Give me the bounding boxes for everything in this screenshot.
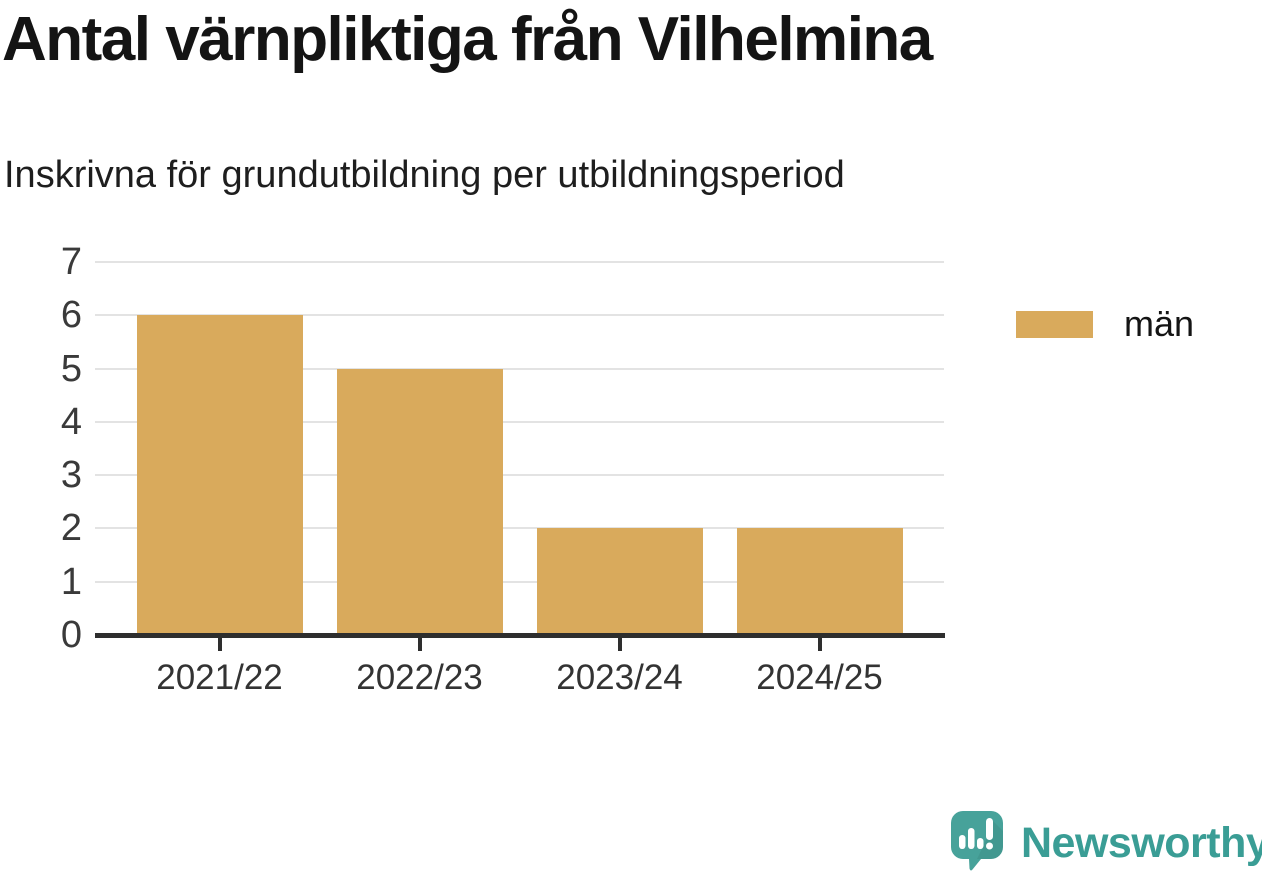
- bar-2021/22: [136, 315, 303, 635]
- gridline-6: [95, 314, 944, 317]
- y-tick-label-3: 3: [60, 454, 82, 497]
- legend: män: [1016, 303, 1194, 345]
- chart-subtitle: Inskrivna för grundutbildning per utbild…: [4, 154, 845, 196]
- x-tick-2024/25: [817, 638, 822, 651]
- y-tick-label-0: 0: [60, 614, 82, 656]
- gridline-5: [95, 367, 944, 370]
- y-tick-label-2: 2: [60, 507, 82, 550]
- bar-2024/25: [736, 528, 903, 635]
- gridline-2: [95, 527, 944, 530]
- x-tick-label-2024/25: 2024/25: [756, 658, 883, 697]
- brand-name: Newsworthy: [1021, 818, 1262, 867]
- y-tick-label-1: 1: [60, 560, 82, 603]
- bar-2022/23: [336, 368, 503, 635]
- chart-title: Antal värnpliktiga från Vilhelmina: [2, 5, 933, 74]
- bar-2023/24: [536, 528, 703, 635]
- x-tick-label-2021/22: 2021/22: [156, 658, 283, 697]
- x-tick-2023/24: [617, 638, 622, 651]
- gridline-3: [95, 474, 944, 477]
- y-tick-label-5: 5: [60, 347, 82, 390]
- y-tick-label-6: 6: [60, 294, 82, 337]
- gridline-4: [95, 420, 944, 423]
- x-tick-label-2023/24: 2023/24: [556, 658, 683, 697]
- gridline-7: [95, 261, 944, 263]
- legend-label-man: män: [1124, 303, 1195, 344]
- x-tick-2021/22: [217, 638, 222, 651]
- x-tick-label-2022/23: 2022/23: [356, 658, 483, 697]
- y-tick-label-4: 4: [60, 400, 82, 443]
- plot-area: [95, 261, 944, 635]
- gridline-1: [95, 580, 944, 583]
- x-tick-2022/23: [417, 638, 422, 651]
- brand-footer: Newsworthy: [947, 809, 1262, 877]
- y-axis: 0 1 2 3 4 5 6 7: [18, 243, 82, 654]
- y-tick-label-7: 7: [60, 241, 82, 283]
- legend-swatch-man: [1016, 310, 1093, 338]
- newsworthy-logo-icon: [947, 809, 1008, 877]
- x-axis-baseline: [95, 633, 945, 638]
